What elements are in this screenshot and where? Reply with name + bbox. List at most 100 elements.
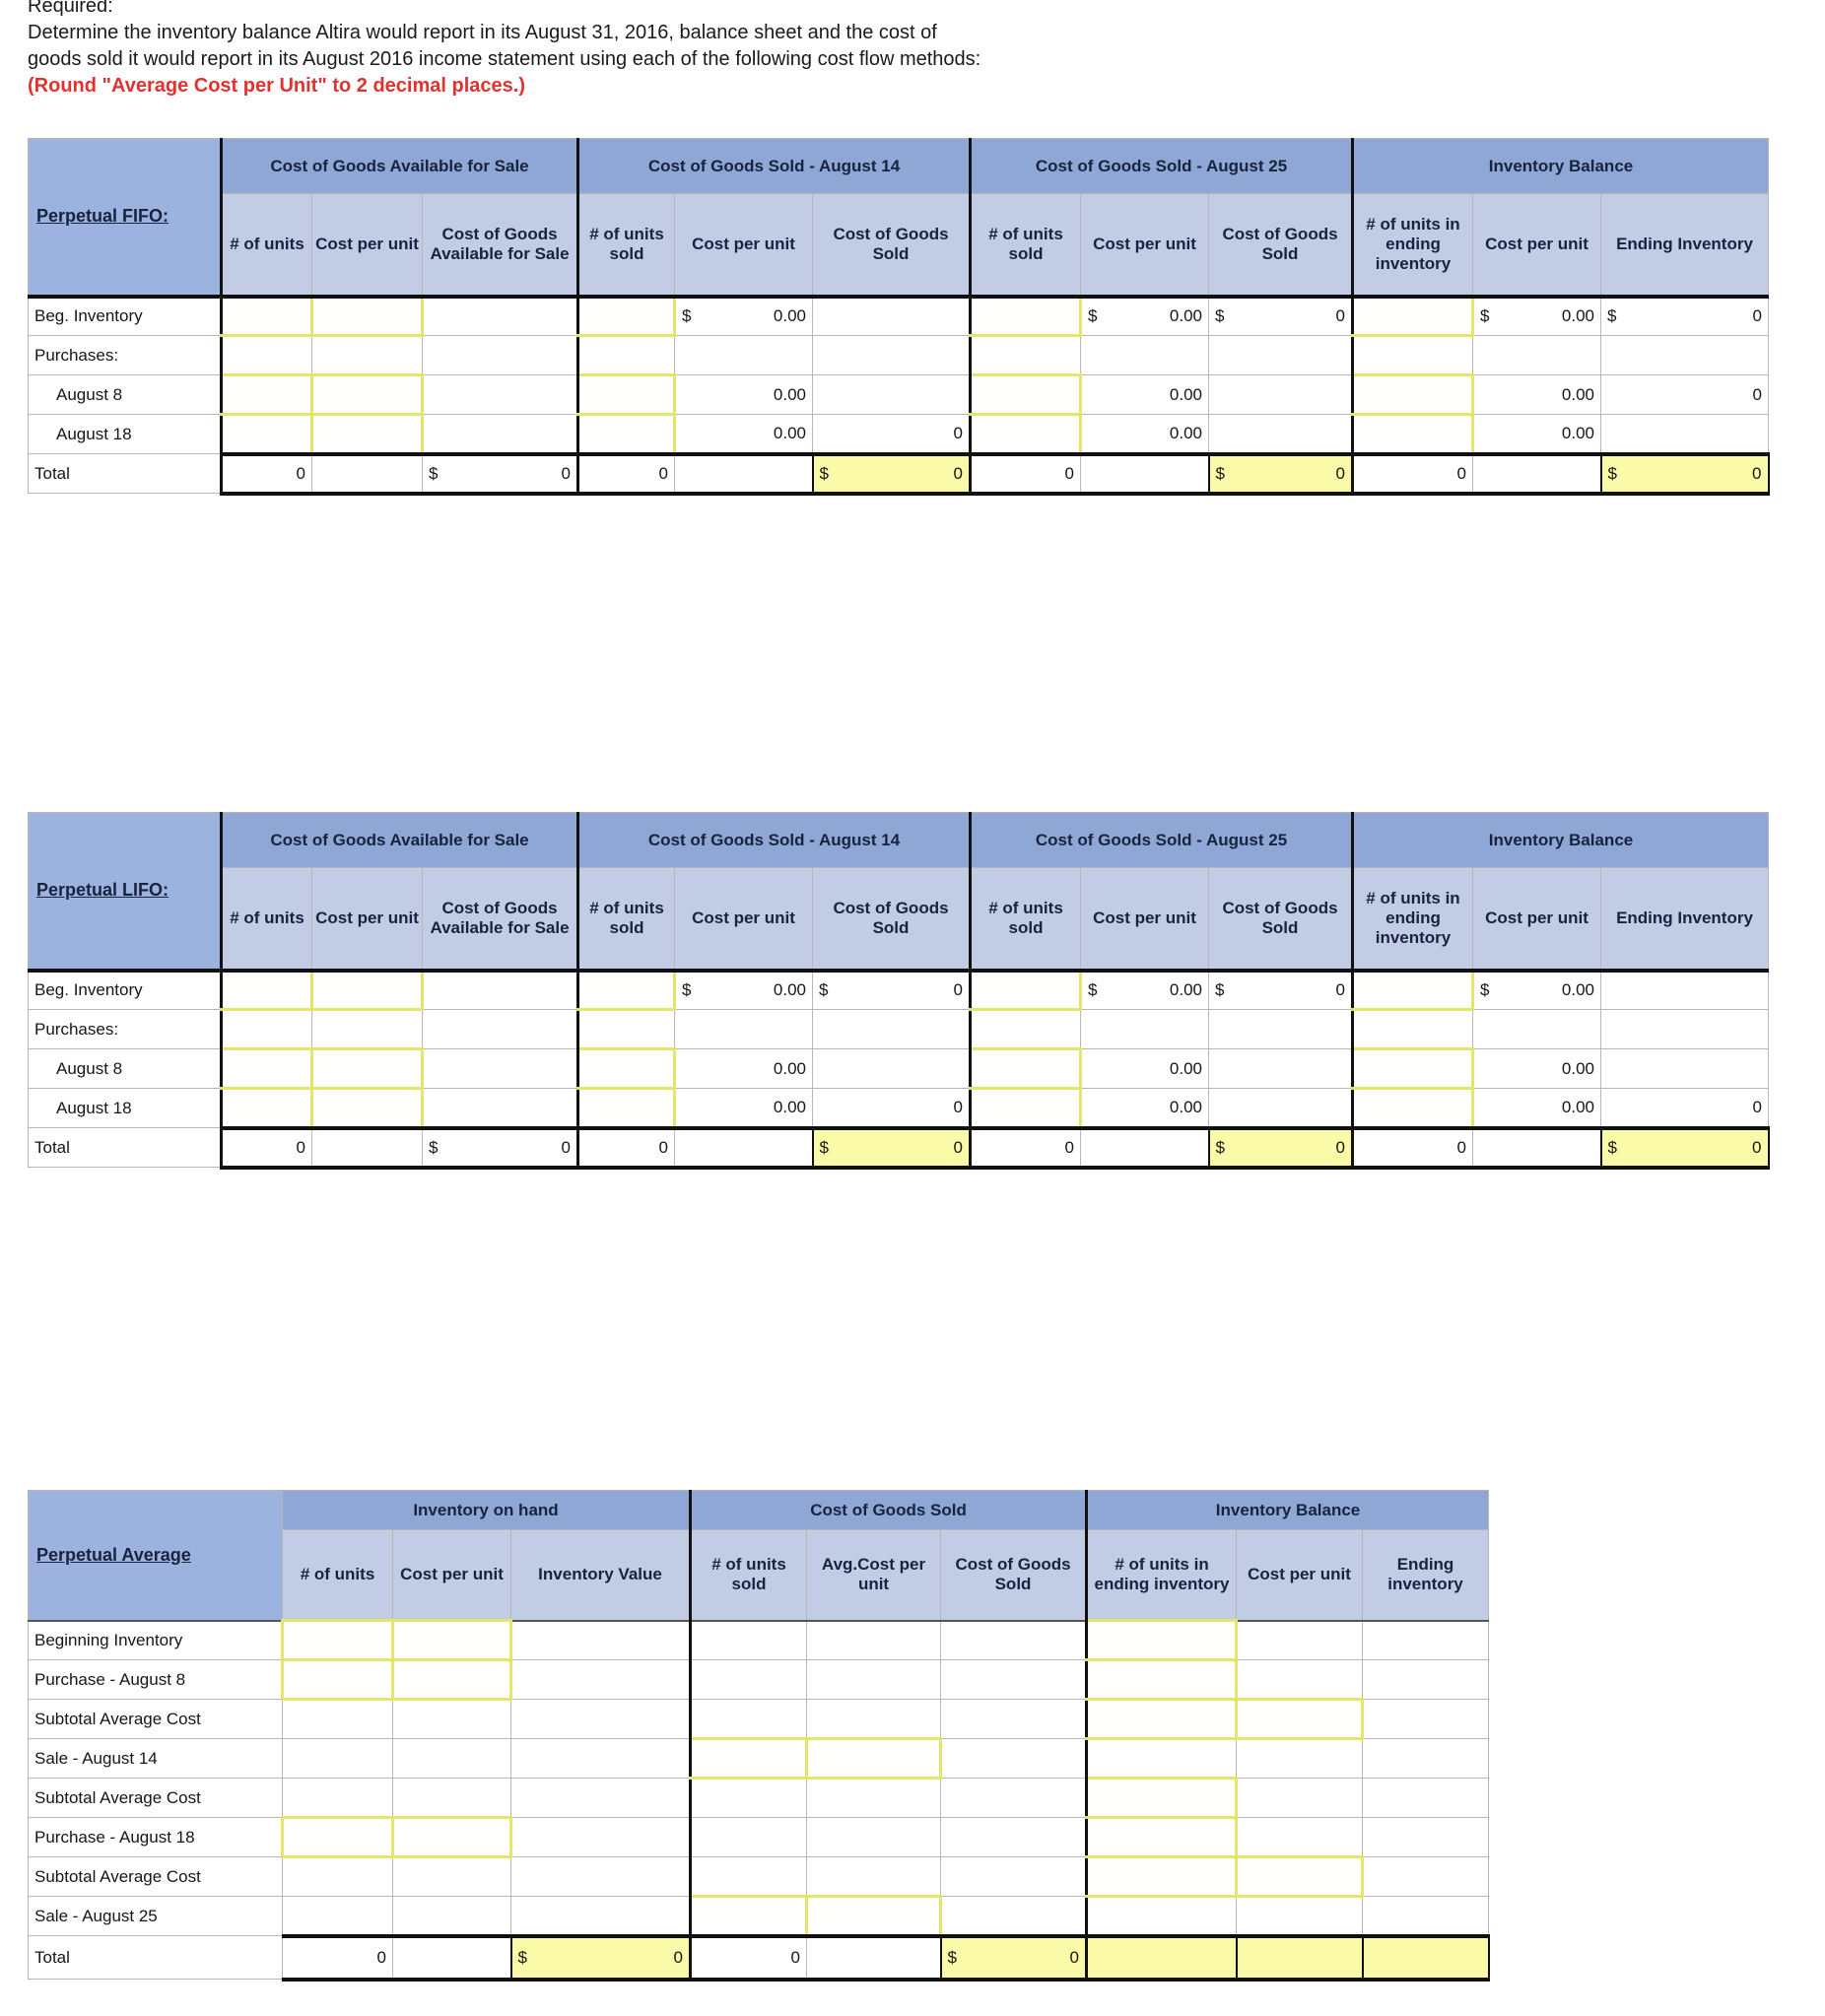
table-row: Sale - August 14 [28, 1737, 1490, 1780]
table-row: Subtotal Average Cost [28, 1698, 1490, 1740]
cell-value: 0 [1752, 1137, 1762, 1157]
input-cell[interactable] [1351, 969, 1474, 1011]
currency-symbol: $ [819, 463, 829, 483]
table-title: Perpetual LIFO: [28, 812, 222, 973]
input-cell[interactable] [220, 969, 313, 1011]
input-cell[interactable] [576, 969, 676, 1011]
cell [392, 1778, 511, 1818]
cell-value: 0 [953, 463, 963, 483]
cell [1599, 335, 1770, 375]
input-cell[interactable] [310, 969, 424, 1011]
input-cell[interactable] [310, 413, 424, 455]
cell: 0 [812, 1088, 971, 1128]
input-cell[interactable] [281, 1816, 394, 1858]
cell-value: 0 [953, 980, 963, 1000]
input-cell[interactable] [1351, 1087, 1474, 1129]
input-cell[interactable] [1351, 413, 1474, 455]
input-cell[interactable] [969, 373, 1082, 416]
cell [1236, 1896, 1364, 1936]
input-cell[interactable] [220, 1047, 313, 1090]
table-row: Subtotal Average Cost [28, 1777, 1490, 1819]
cell [1599, 970, 1770, 1010]
input-cell[interactable] [220, 295, 313, 337]
cell [282, 1699, 393, 1739]
input-cell[interactable] [969, 413, 1082, 455]
input-cell[interactable] [1235, 1698, 1365, 1740]
input-cell[interactable] [689, 1737, 809, 1780]
row-label: Beg. Inventory [28, 296, 222, 336]
input-cell[interactable] [310, 1047, 424, 1090]
cell [392, 1738, 511, 1779]
cell [812, 374, 971, 415]
cell-value: 0 [953, 1097, 963, 1116]
cell [509, 1738, 692, 1779]
table-row: Purchases: [28, 1009, 1770, 1049]
input-cell[interactable] [576, 373, 676, 416]
cell [674, 451, 813, 496]
input-cell[interactable] [969, 1087, 1082, 1129]
input-cell[interactable] [1085, 1619, 1239, 1661]
cell-value: 0 [953, 423, 963, 442]
perpetual-fifo-table: Perpetual FIFO: Cost of Goods Available … [28, 138, 1770, 496]
input-cell[interactable] [969, 1047, 1082, 1090]
input-cell[interactable] [220, 373, 313, 416]
input-cell[interactable] [576, 1087, 676, 1129]
input-cell[interactable] [281, 1619, 394, 1661]
cell [311, 1009, 423, 1049]
cell: $0.00 [674, 296, 813, 336]
input-cell[interactable] [969, 969, 1082, 1011]
group-header: Inventory Balance [1350, 138, 1770, 194]
currency-symbol: $ [947, 1947, 957, 1967]
table-row: Purchase - August 18 [28, 1816, 1490, 1858]
input-cell[interactable] [576, 413, 676, 455]
input-cell[interactable] [576, 295, 676, 337]
cell-value: 0.00 [1169, 306, 1202, 326]
cell: 0 [812, 414, 971, 454]
cell-value: 0 [1335, 980, 1345, 1000]
input-cell[interactable] [1351, 1047, 1474, 1090]
cell [422, 374, 578, 415]
input-cell[interactable] [1351, 295, 1474, 337]
row-label: Beginning Inventory [28, 1620, 283, 1660]
input-cell[interactable] [310, 373, 424, 416]
input-cell[interactable] [805, 1895, 943, 1937]
input-cell[interactable] [310, 1087, 424, 1129]
input-cell[interactable] [1235, 1855, 1365, 1898]
result-cell: $0 [509, 1933, 692, 1982]
cell: $0 [422, 451, 578, 496]
input-cell[interactable] [805, 1737, 943, 1780]
input-cell[interactable] [391, 1658, 512, 1701]
cell [1472, 1009, 1601, 1049]
input-cell[interactable] [969, 295, 1082, 337]
input-cell[interactable] [281, 1658, 394, 1701]
cell: $0 [812, 970, 971, 1010]
cell [1472, 335, 1601, 375]
input-cell[interactable] [1085, 1658, 1239, 1701]
cell: 0 [1599, 1088, 1770, 1128]
total-row: Total 0 $0 0 $0 0 $0 0 $0 [28, 1125, 1770, 1170]
input-cell[interactable] [1085, 1777, 1239, 1819]
cell [1362, 1896, 1490, 1936]
cell-value: 0.00 [773, 1097, 806, 1116]
input-cell[interactable] [1085, 1698, 1239, 1740]
row-label: Subtotal Average Cost [28, 1699, 283, 1739]
column-header: # of units sold [689, 1529, 808, 1622]
input-cell[interactable] [1351, 373, 1474, 416]
input-cell[interactable] [391, 1619, 512, 1661]
input-cell[interactable] [220, 1087, 313, 1129]
cell: 0 [1599, 374, 1770, 415]
cell [282, 1896, 393, 1936]
input-cell[interactable] [310, 295, 424, 337]
input-cell[interactable] [391, 1816, 512, 1858]
cell [1236, 1620, 1364, 1660]
cell [311, 1125, 423, 1170]
input-cell[interactable] [689, 1895, 809, 1937]
cell [1208, 1088, 1353, 1128]
cell-value: 0.00 [1561, 1097, 1594, 1116]
input-cell[interactable] [220, 413, 313, 455]
input-cell[interactable] [1085, 1855, 1239, 1898]
input-cell[interactable] [576, 1047, 676, 1090]
input-cell[interactable] [1085, 1816, 1239, 1858]
column-header: Cost of Goods Available for Sale [422, 193, 578, 299]
cell [1362, 1738, 1490, 1779]
